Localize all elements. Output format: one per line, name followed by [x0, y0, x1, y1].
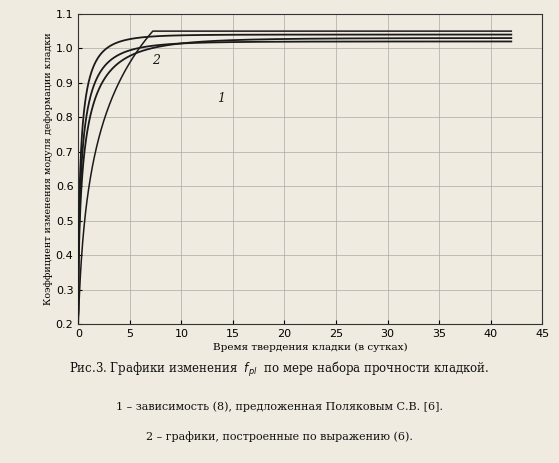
X-axis label: Время твердения кладки (в сутках): Время твердения кладки (в сутках) [213, 343, 408, 352]
Text: 1 – зависимость (8), предложенная Поляковым С.В. [6].: 1 – зависимость (8), предложенная Поляко… [116, 401, 443, 412]
Text: 2 – графики, построенные по выражению (6).: 2 – графики, построенные по выражению (6… [146, 431, 413, 442]
Text: 2: 2 [153, 54, 160, 67]
Text: Рис.3. Графики изменения  $f_{pl}$  по мере набора прочности кладкой.: Рис.3. Графики изменения $f_{pl}$ по мер… [69, 360, 490, 379]
Text: 1: 1 [217, 92, 225, 105]
Y-axis label: Коэффициент изменения модуля деформации кладки: Коэффициент изменения модуля деформации … [44, 33, 53, 305]
